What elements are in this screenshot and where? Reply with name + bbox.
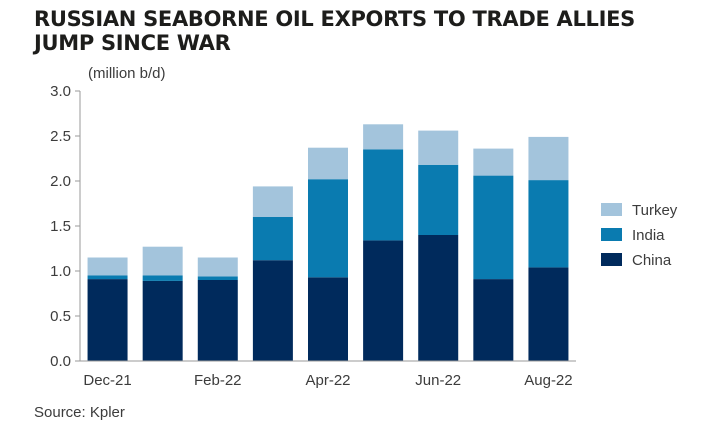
y-axis-ticks: 0.0 0.5 1.0 1.5 2.0 2.5 3.0 <box>50 83 80 370</box>
bar-china-apr-22 <box>308 277 348 361</box>
bar-india-dec-21 <box>87 275 128 280</box>
y-tick-label: 2.0 <box>50 173 71 190</box>
x-tick-label: Dec-21 <box>83 372 131 389</box>
bar-china-aug-22 <box>528 267 569 361</box>
bar-turkey-jul-22 <box>473 148 514 176</box>
legend-label-china: China <box>632 252 672 269</box>
bar-india-jan-22 <box>142 275 183 281</box>
bar-turkey-jan-22 <box>142 246 183 276</box>
bar-india-may-22 <box>363 149 404 241</box>
bar-turkey-aug-22 <box>528 136 569 181</box>
bar-turkey-feb-22 <box>197 257 238 277</box>
bar-india-aug-22 <box>528 180 569 268</box>
legend-label-turkey: Turkey <box>632 202 678 219</box>
legend-label-india: India <box>632 227 665 244</box>
bar-china-feb-22 <box>197 280 238 361</box>
bar-china-jul-22 <box>473 279 514 361</box>
source-note: Source: Kpler <box>34 404 125 421</box>
bar-china-dec-21 <box>87 279 128 361</box>
bar-china-mar-22 <box>252 260 293 361</box>
bar-turkey-dec-21 <box>87 257 128 276</box>
x-axis-ticks: Dec-21 Feb-22 Apr-22 Jun-22 Aug-22 <box>83 372 572 389</box>
y-tick-label: 0.0 <box>50 353 71 370</box>
legend: Turkey India China <box>601 202 678 269</box>
x-tick-label: Aug-22 <box>524 372 572 389</box>
legend-swatch-china <box>601 253 622 266</box>
y-tick-label: 1.0 <box>50 263 71 280</box>
bar-china-may-22 <box>363 240 404 361</box>
y-tick-label: 0.5 <box>50 308 71 325</box>
bar-india-mar-22 <box>252 217 293 261</box>
legend-swatch-turkey <box>601 203 622 216</box>
bar-turkey-jun-22 <box>418 130 459 165</box>
y-tick-label: 3.0 <box>50 83 71 100</box>
bar-china-jun-22 <box>418 235 459 361</box>
bar-turkey-may-22 <box>363 124 404 150</box>
y-tick-label: 2.5 <box>50 128 71 145</box>
bars <box>87 124 569 361</box>
chart-title: RUSSIAN SEABORNE OIL EXPORTS TO TRADE AL… <box>34 7 636 55</box>
legend-swatch-india <box>601 228 622 241</box>
x-tick-label: Jun-22 <box>415 372 461 389</box>
bar-india-apr-22 <box>308 179 348 278</box>
bar-china-jan-22 <box>142 280 183 361</box>
bar-turkey-mar-22 <box>252 186 293 217</box>
y-axis-label: (million b/d) <box>88 65 166 82</box>
bar-india-jun-22 <box>418 164 459 235</box>
x-tick-label: Apr-22 <box>305 372 350 389</box>
bar-turkey-apr-22 <box>308 147 348 180</box>
x-tick-label: Feb-22 <box>194 372 242 389</box>
y-tick-label: 1.5 <box>50 218 71 235</box>
bar-india-jul-22 <box>473 175 514 280</box>
bar-india-feb-22 <box>197 276 238 280</box>
